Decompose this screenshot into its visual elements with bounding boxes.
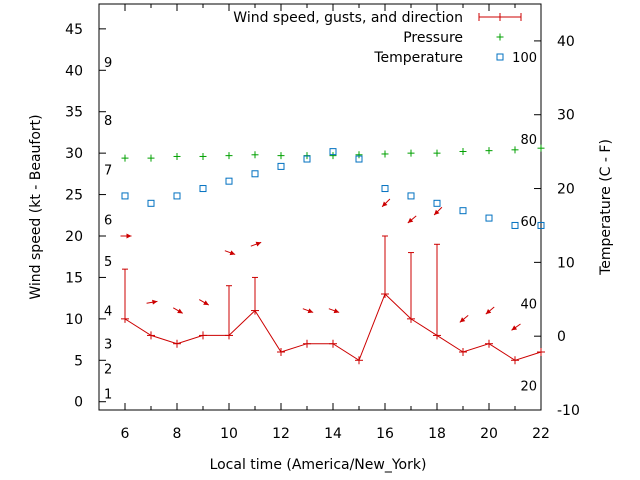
plot-frame <box>98 3 542 411</box>
temperature-point <box>433 199 441 207</box>
wind-speed-line <box>124 293 542 362</box>
temperature-point <box>303 155 311 163</box>
wind-direction-arrowhead <box>434 209 440 216</box>
y-tick-label: 25 <box>65 188 83 204</box>
x-tick-label: 6 <box>121 426 130 442</box>
temperature-point <box>199 185 207 193</box>
temperature-point <box>537 221 545 229</box>
temperature-point <box>251 170 259 178</box>
tick-marks <box>98 4 542 411</box>
beaufort-label: 8 <box>104 114 112 129</box>
legend-label-temperature: Temperature <box>373 50 463 66</box>
y2-tick-label: 10 <box>557 255 575 271</box>
y-tick-label: 30 <box>65 146 83 162</box>
beaufort-label: 6 <box>104 213 112 228</box>
temperature-point <box>407 192 415 200</box>
fahrenheit-label: 40 <box>520 298 537 313</box>
wind-direction-arrowhead <box>333 308 340 314</box>
y-tick-label: 45 <box>65 22 83 38</box>
beaufort-label: 2 <box>104 363 112 378</box>
wind-series <box>120 198 545 365</box>
y2-tick-label: 20 <box>557 182 575 198</box>
temperature-point <box>329 148 337 156</box>
y2-tick-label: 30 <box>557 108 575 124</box>
temperature-point <box>355 155 363 163</box>
x-tick-label: 14 <box>324 426 342 442</box>
wind-direction-arrowhead <box>407 217 414 223</box>
x-tick-label: 12 <box>272 426 290 442</box>
fahrenheit-label: 100 <box>512 51 537 66</box>
wind-direction-arrowhead <box>152 299 158 305</box>
wind-direction-arrowhead <box>203 300 209 306</box>
legend-label-wind: Wind speed, gusts, and direction <box>233 10 463 26</box>
fahrenheit-label: 20 <box>520 380 537 395</box>
wind-direction-arrowhead <box>126 233 132 239</box>
wind-direction-arrowhead <box>255 241 262 247</box>
y2-tick-label: -10 <box>557 403 580 419</box>
temperature-point <box>381 185 389 193</box>
y-tick-label: 35 <box>65 105 83 121</box>
x-tick-label: 16 <box>376 426 394 442</box>
y2-tick-label: 40 <box>557 34 575 50</box>
x-tick-label: 22 <box>532 426 550 442</box>
beaufort-label: 5 <box>104 255 112 270</box>
x-tick-label: 10 <box>220 426 238 442</box>
x-tick-label: 8 <box>173 426 182 442</box>
temperature-point <box>121 192 129 200</box>
pressure-series <box>121 144 545 162</box>
wind-direction-arrowhead <box>511 325 518 331</box>
wind-direction-arrowhead <box>459 317 466 323</box>
wind-direction-arrowhead <box>177 308 183 314</box>
wind-direction-arrowhead <box>307 308 314 314</box>
y-axis-title: Wind speed (kt - Beaufort) <box>28 114 44 299</box>
temperature-point <box>225 177 233 185</box>
wind-direction-arrowhead <box>229 250 236 256</box>
temperature-point <box>277 162 285 170</box>
x-tick-label: 20 <box>480 426 498 442</box>
beaufort-label: 3 <box>104 338 112 353</box>
temperature-series <box>121 148 545 229</box>
legend: Wind speed, gusts, and direction Pressure… <box>233 10 522 66</box>
y2-tick-label: 0 <box>557 329 566 345</box>
y-tick-label: 5 <box>74 353 83 369</box>
legend-label-pressure: Pressure <box>403 30 463 46</box>
y2-axis-title: Temperature (C - F) <box>598 139 614 276</box>
y-tick-label: 10 <box>65 312 83 328</box>
temperature-point <box>147 199 155 207</box>
x-tick-label: 18 <box>428 426 446 442</box>
y-tick-label: 15 <box>65 270 83 286</box>
y-tick-label: 20 <box>65 229 83 245</box>
secondary-scale-labels: 1 2 3 4 5 6 7 8 9 20 40 60 80 100 <box>104 51 537 402</box>
fahrenheit-label: 80 <box>520 133 537 148</box>
beaufort-label: 7 <box>104 164 112 179</box>
wind-direction-arrowhead <box>485 308 492 315</box>
x-axis-title: Local time (America/New_York) <box>210 457 427 473</box>
temperature-point <box>173 192 181 200</box>
temperature-point <box>459 207 467 215</box>
y-tick-label: 40 <box>65 63 83 79</box>
beaufort-label: 4 <box>104 305 112 320</box>
legend-swatch-temperature <box>496 53 504 61</box>
fahrenheit-label: 60 <box>520 215 537 230</box>
beaufort-label: 9 <box>104 56 112 71</box>
wind-direction-arrowhead <box>382 201 388 207</box>
tick-labels: 6 8 10 12 14 16 18 20 22051015202530354045-10010… <box>65 22 580 442</box>
y-tick-label: 0 <box>74 395 83 411</box>
temperature-point <box>511 221 519 229</box>
beaufort-label: 1 <box>104 387 112 402</box>
temperature-point <box>485 214 493 222</box>
